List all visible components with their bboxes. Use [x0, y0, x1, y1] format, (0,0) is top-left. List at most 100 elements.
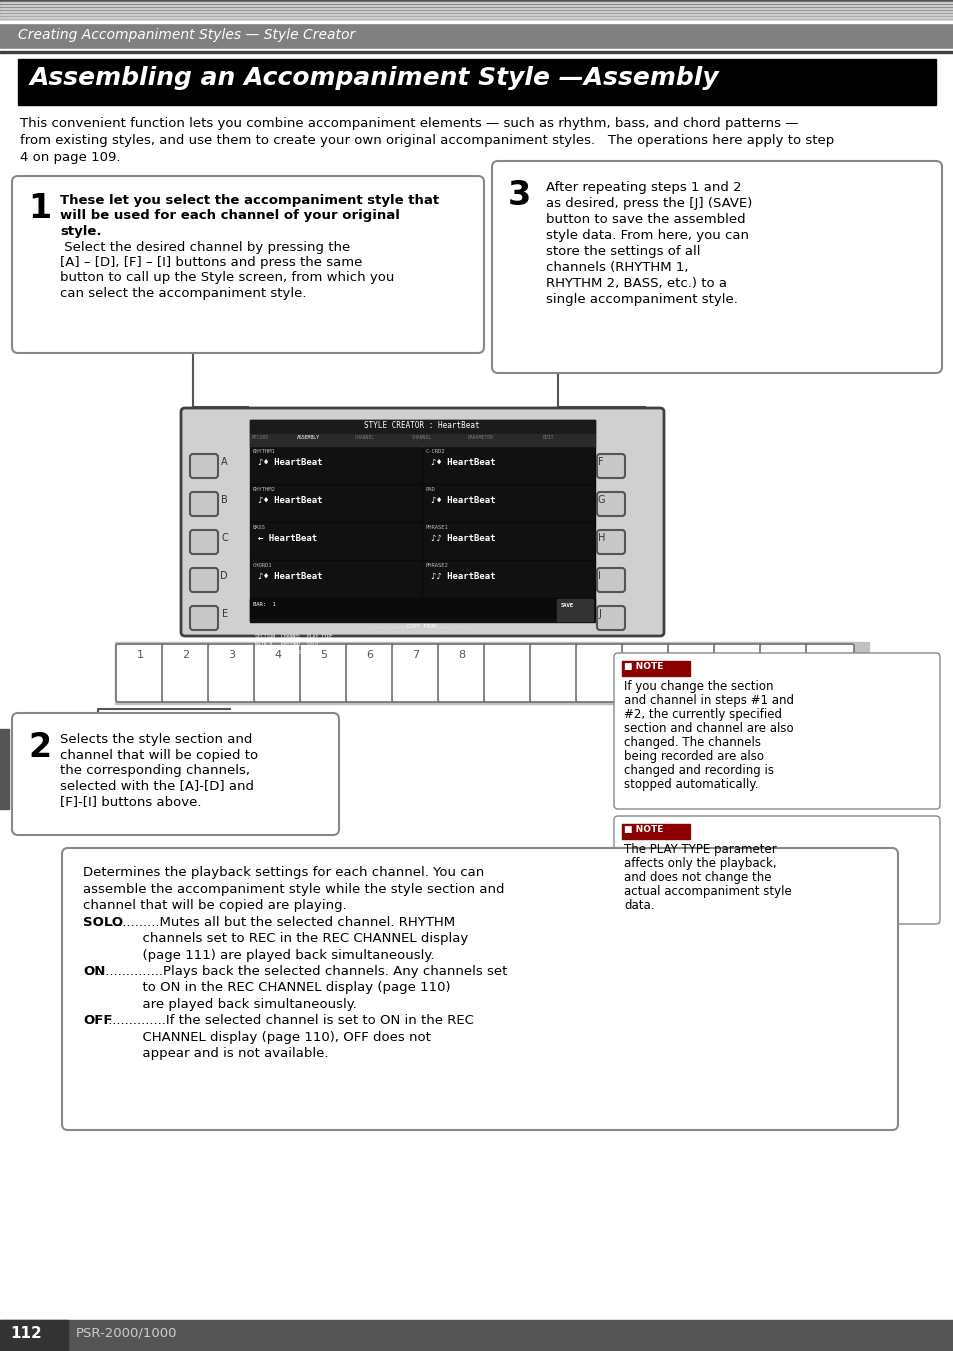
FancyBboxPatch shape — [483, 644, 532, 703]
Text: After repeating steps 1 and 2: After repeating steps 1 and 2 — [545, 181, 740, 195]
Text: MAIN B   RHYTHM2  ON: MAIN B RHYTHM2 ON — [254, 650, 313, 655]
Bar — [250, 434, 595, 447]
Text: These let you select the accompaniment style that: These let you select the accompaniment s… — [60, 195, 438, 207]
Text: Determines the playback settings for each channel. You can: Determines the playback settings for eac… — [83, 866, 484, 880]
Text: CHANNEL: CHANNEL — [412, 435, 432, 440]
FancyBboxPatch shape — [190, 607, 218, 630]
Bar — [0, 22, 953, 23]
Bar — [0, 1320, 953, 1351]
Text: J: J — [598, 609, 600, 619]
Bar — [18, 59, 935, 105]
Text: CHANNEL: CHANNEL — [355, 435, 375, 440]
Text: [F]-[I] buttons above.: [F]-[I] buttons above. — [60, 794, 201, 808]
FancyBboxPatch shape — [190, 567, 218, 592]
Text: selected with the [A]-[D] and: selected with the [A]-[D] and — [60, 780, 253, 793]
FancyBboxPatch shape — [12, 176, 483, 353]
Text: will be used for each channel of your original: will be used for each channel of your or… — [60, 209, 399, 223]
Bar — [0, 15, 953, 18]
Text: C-CRD2: C-CRD2 — [426, 449, 445, 454]
Text: the corresponding channels,: the corresponding channels, — [60, 765, 250, 777]
Bar — [557, 598, 593, 621]
FancyBboxPatch shape — [346, 644, 394, 703]
Text: ............Mutes all but the selected channel. RHYTHM: ............Mutes all but the selected c… — [110, 916, 455, 928]
FancyBboxPatch shape — [621, 644, 669, 703]
Bar — [250, 598, 595, 620]
Text: [A] – [D], [F] – [I] buttons and press the same: [A] – [D], [F] – [I] buttons and press t… — [60, 255, 362, 269]
Text: MAIN B   RHYTHM1  SOLO: MAIN B RHYTHM1 SOLO — [254, 642, 318, 647]
FancyBboxPatch shape — [190, 454, 218, 478]
Text: ♪♪ HeartBeat: ♪♪ HeartBeat — [431, 571, 495, 581]
Text: stopped automatically.: stopped automatically. — [623, 778, 758, 790]
Text: store the settings of all: store the settings of all — [545, 245, 700, 258]
Bar — [621, 661, 689, 676]
Text: 8: 8 — [458, 650, 465, 661]
Text: 4 on page 109.: 4 on page 109. — [20, 151, 120, 163]
Bar — [0, 23, 953, 49]
Text: 5: 5 — [320, 650, 327, 661]
Text: STYLE CREATOR : HeartBeat: STYLE CREATOR : HeartBeat — [364, 422, 479, 430]
Bar — [422, 523, 594, 559]
Text: Assembling an Accompaniment Style —Assembly: Assembling an Accompaniment Style —Assem… — [30, 66, 719, 91]
Bar — [115, 642, 868, 704]
FancyBboxPatch shape — [12, 713, 338, 835]
Bar — [0, 5, 953, 9]
Text: Select the desired channel by pressing the: Select the desired channel by pressing t… — [60, 240, 350, 254]
Text: ■ NOTE: ■ NOTE — [623, 825, 662, 834]
Text: PAD: PAD — [426, 486, 436, 492]
Text: #2, the currently specified: #2, the currently specified — [623, 708, 781, 721]
Text: G: G — [598, 494, 605, 505]
Bar — [250, 619, 595, 621]
Text: ♪♦ HeartBeat: ♪♦ HeartBeat — [431, 458, 495, 467]
Text: RHYTHM 2, BASS, etc.) to a: RHYTHM 2, BASS, etc.) to a — [545, 277, 726, 290]
FancyBboxPatch shape — [597, 567, 624, 592]
Text: affects only the playback,: affects only the playback, — [623, 857, 776, 870]
Text: changed and recording is: changed and recording is — [623, 765, 773, 777]
Text: style.: style. — [60, 226, 101, 238]
FancyBboxPatch shape — [805, 644, 853, 703]
Text: BAR:  1: BAR: 1 — [253, 603, 275, 607]
Text: A: A — [221, 457, 228, 467]
Text: 112: 112 — [10, 1325, 42, 1342]
Bar — [0, 730, 9, 809]
Text: channels set to REC in the REC CHANNEL display: channels set to REC in the REC CHANNEL d… — [83, 932, 468, 944]
Bar — [0, 49, 953, 51]
FancyBboxPatch shape — [299, 644, 348, 703]
Text: ...............If the selected channel is set to ON in the REC: ...............If the selected channel i… — [104, 1015, 473, 1028]
Text: ♪♦ HeartBeat: ♪♦ HeartBeat — [257, 458, 322, 467]
FancyBboxPatch shape — [208, 644, 255, 703]
FancyBboxPatch shape — [614, 816, 939, 924]
FancyBboxPatch shape — [576, 644, 623, 703]
Bar — [0, 18, 953, 22]
FancyBboxPatch shape — [713, 644, 761, 703]
FancyBboxPatch shape — [530, 644, 578, 703]
Text: can select the accompaniment style.: can select the accompaniment style. — [60, 286, 306, 300]
Bar — [250, 420, 595, 434]
Text: RECORD: RECORD — [252, 435, 269, 440]
Text: ← HeartBeat: ← HeartBeat — [257, 534, 316, 543]
Text: CHORD1: CHORD1 — [253, 563, 273, 567]
Text: data.: data. — [623, 898, 654, 912]
Text: 3: 3 — [507, 178, 531, 212]
Text: ♪♪ HeartBeat: ♪♪ HeartBeat — [431, 534, 495, 543]
Bar — [422, 485, 594, 521]
Text: button to save the assembled: button to save the assembled — [545, 213, 745, 226]
Text: ASSEMBLY: ASSEMBLY — [296, 435, 319, 440]
Text: ................Plays back the selected channels. Any channels set: ................Plays back the selected … — [97, 965, 507, 978]
Text: PSR-2000/1000: PSR-2000/1000 — [76, 1325, 177, 1339]
Text: single accompaniment style.: single accompaniment style. — [545, 293, 737, 305]
Text: BASS: BASS — [253, 526, 266, 530]
Text: being recorded are also: being recorded are also — [623, 750, 763, 763]
Text: EDIT: EDIT — [542, 435, 554, 440]
Text: channel that will be copied to: channel that will be copied to — [60, 748, 258, 762]
Text: as desired, press the [J] (SAVE): as desired, press the [J] (SAVE) — [545, 197, 752, 209]
Text: 4: 4 — [274, 650, 281, 661]
Text: F: F — [598, 457, 603, 467]
FancyBboxPatch shape — [181, 408, 663, 636]
Text: channels (RHYTHM 1,: channels (RHYTHM 1, — [545, 261, 688, 274]
FancyBboxPatch shape — [597, 530, 624, 554]
Text: 2: 2 — [28, 731, 51, 765]
Text: ♪♦ HeartBeat: ♪♦ HeartBeat — [257, 571, 322, 581]
Text: button to call up the Style screen, from which you: button to call up the Style screen, from… — [60, 272, 394, 285]
Text: 1: 1 — [136, 650, 143, 661]
Text: ON: ON — [83, 965, 105, 978]
